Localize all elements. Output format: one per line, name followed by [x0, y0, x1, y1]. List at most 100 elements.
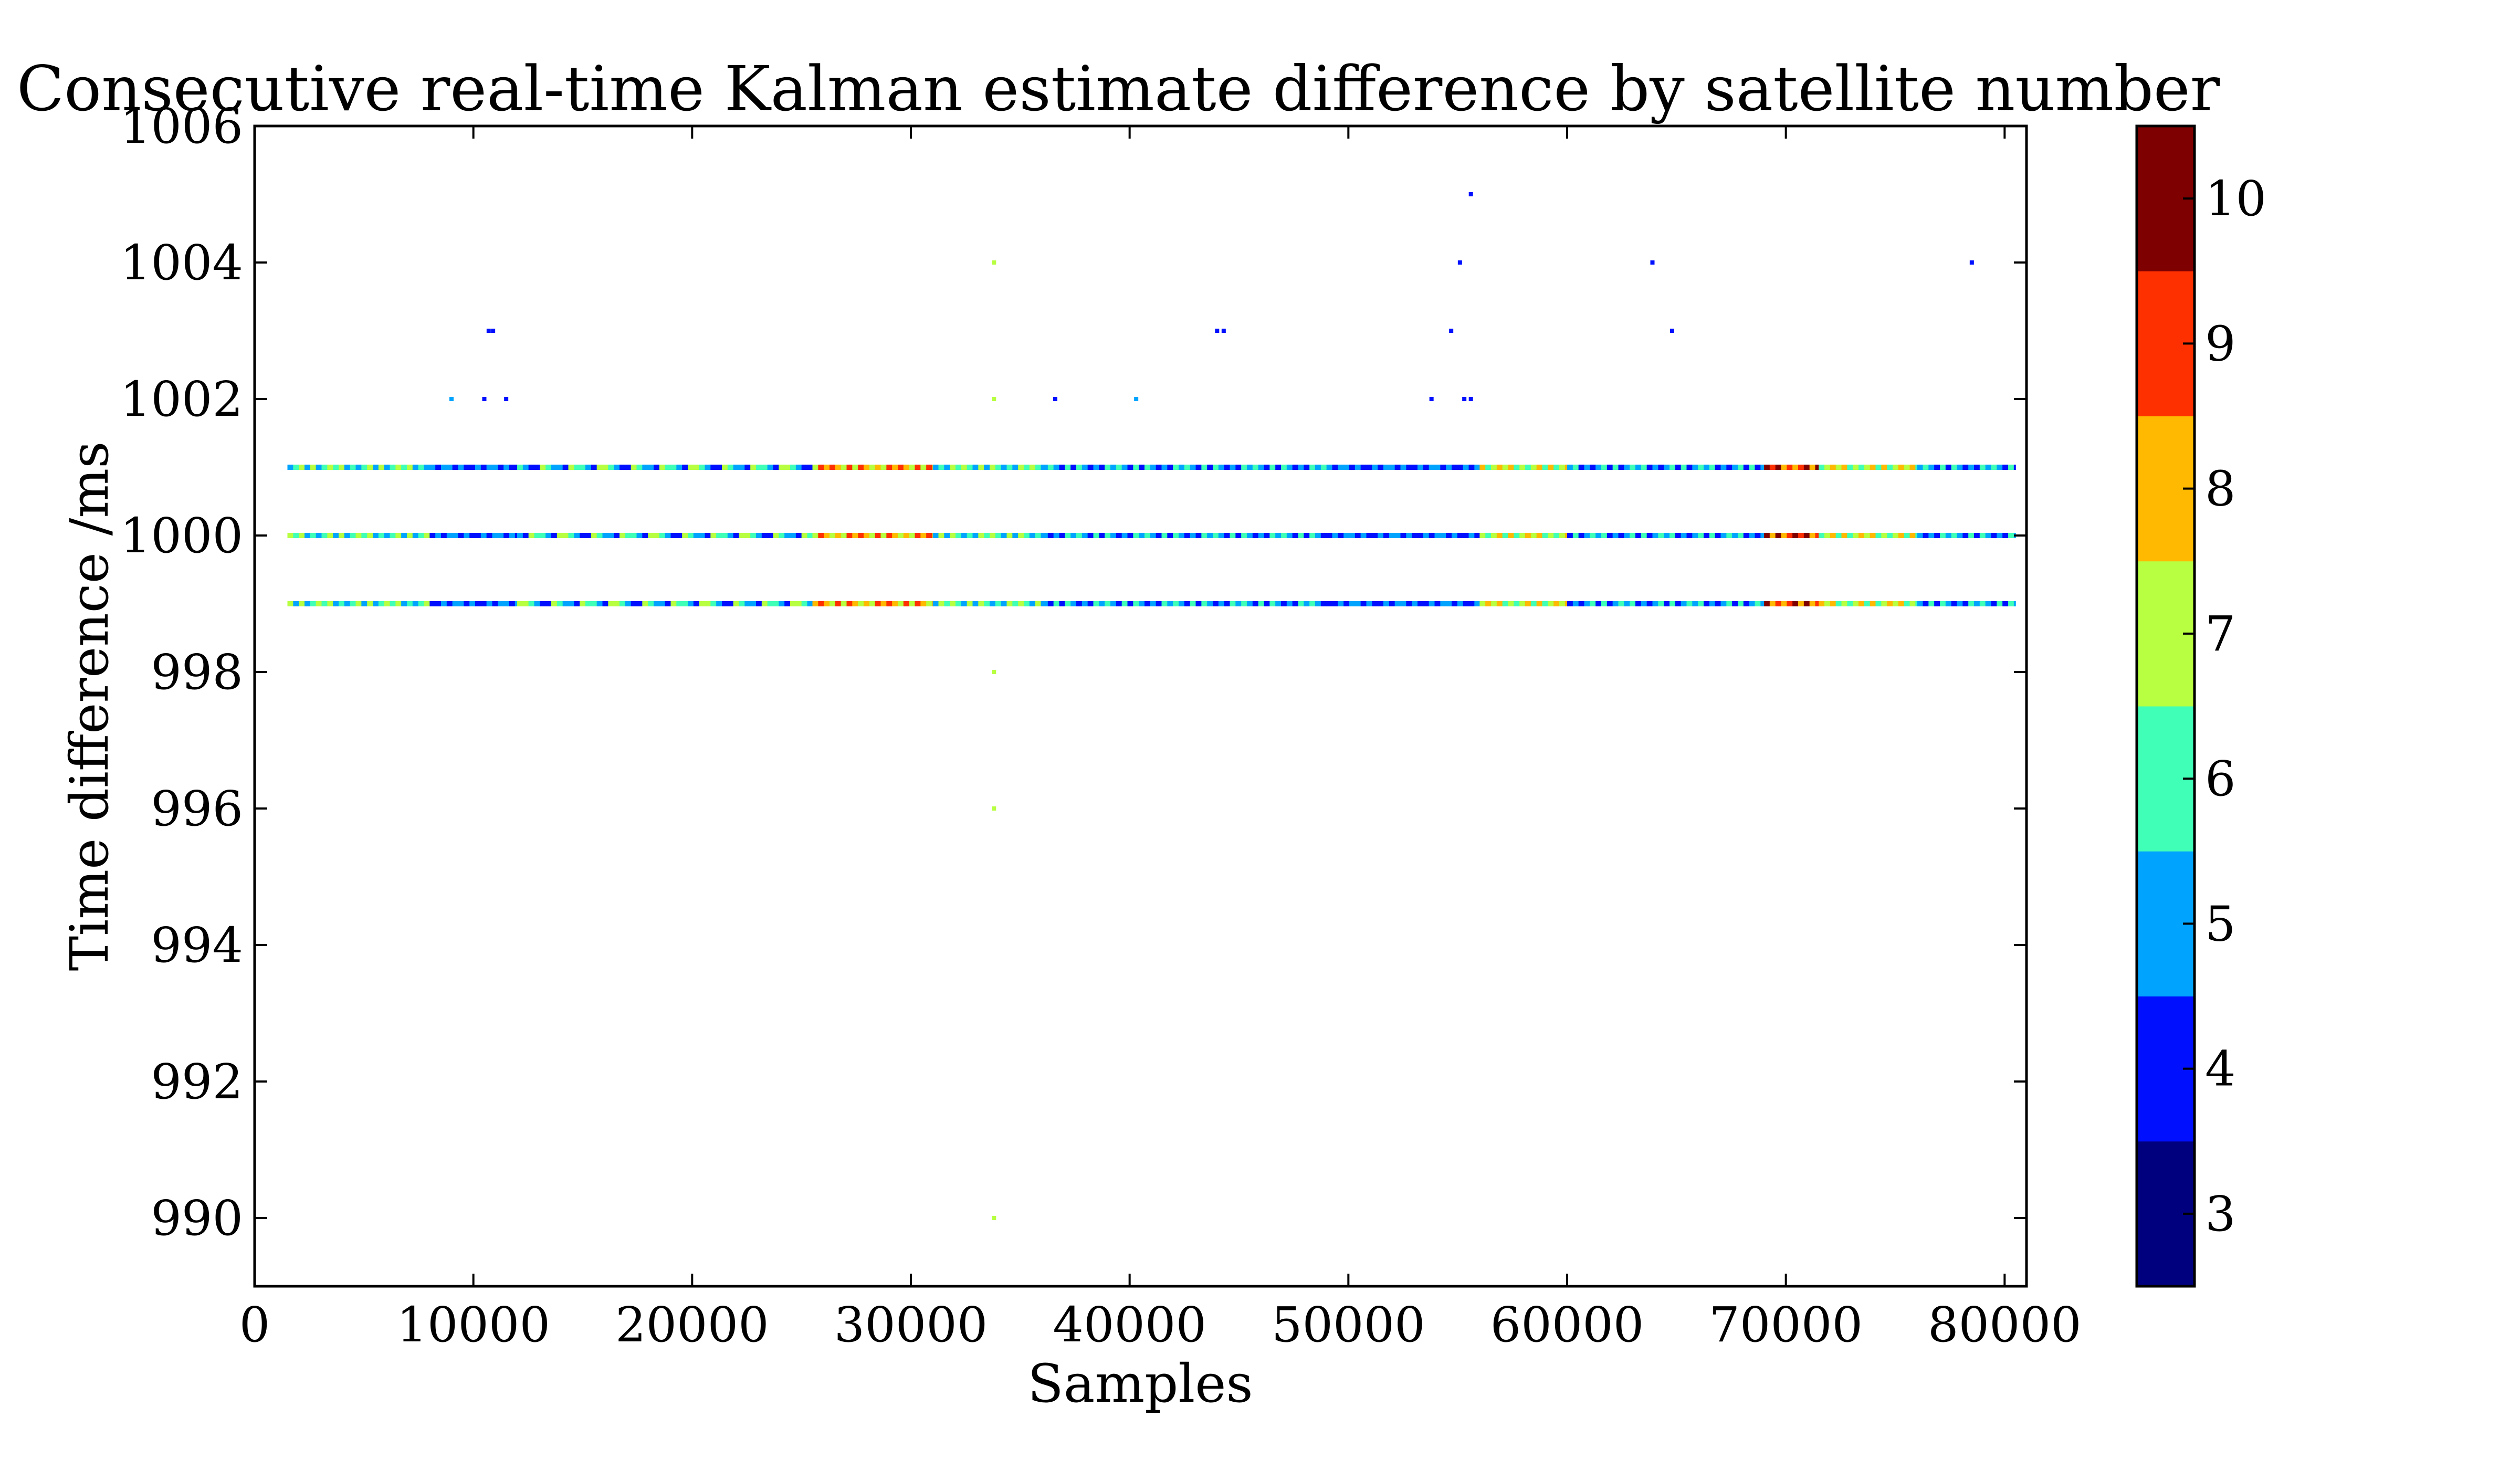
data-point — [1601, 465, 1608, 470]
data-point — [517, 465, 523, 470]
data-point — [1127, 465, 1133, 470]
data-point — [568, 533, 574, 538]
data-point — [614, 533, 620, 538]
data-point — [1457, 260, 1462, 265]
data-point — [1809, 533, 1816, 538]
data-point — [892, 601, 898, 606]
data-point — [1664, 601, 1670, 606]
data-point — [665, 465, 671, 470]
data-point — [401, 465, 407, 470]
data-point — [401, 601, 407, 606]
data-point — [1934, 533, 1940, 538]
data-point — [978, 465, 984, 470]
data-point — [1525, 465, 1531, 470]
data-point — [1139, 601, 1145, 606]
data-point — [956, 601, 962, 606]
data-point — [1726, 601, 1732, 606]
data-point — [620, 601, 626, 606]
data-point — [1087, 533, 1094, 538]
data-point — [1542, 601, 1548, 606]
data-point — [990, 601, 996, 606]
data-point — [1968, 601, 1975, 606]
data-point — [1252, 533, 1259, 538]
data-point — [407, 465, 413, 470]
data-point — [790, 601, 796, 606]
data-point — [1241, 465, 1247, 470]
data-point — [491, 329, 496, 333]
data-point — [1418, 533, 1424, 538]
x-tick-label: 40000 — [1053, 1297, 1206, 1353]
data-point — [458, 465, 464, 470]
data-point — [556, 601, 563, 606]
plot-frame — [253, 124, 2028, 1288]
data-point — [756, 465, 762, 470]
data-point — [1548, 533, 1554, 538]
data-point — [316, 601, 322, 606]
data-point — [1349, 601, 1356, 606]
data-point — [950, 533, 956, 538]
data-point — [395, 533, 402, 538]
colorbar-tick-label: 10 — [2205, 171, 2266, 227]
data-point — [464, 601, 470, 606]
data-point — [807, 601, 813, 606]
data-point — [1590, 601, 1596, 606]
data-point — [944, 601, 950, 606]
data-point — [574, 465, 580, 470]
data-point — [344, 533, 351, 538]
data-point — [1686, 533, 1693, 538]
data-point — [961, 601, 968, 606]
data-point — [1150, 601, 1157, 606]
data-point — [1292, 601, 1299, 606]
data-point — [1940, 533, 1946, 538]
data-point — [688, 533, 694, 538]
data-point — [1423, 533, 1430, 538]
data-point — [1018, 601, 1024, 606]
data-point — [1354, 533, 1361, 538]
data-point — [1434, 533, 1441, 538]
data-point — [1769, 465, 1776, 470]
data-point — [932, 465, 939, 470]
data-band-999 — [287, 601, 2016, 606]
data-point — [1006, 465, 1013, 470]
data-point — [807, 533, 813, 538]
data-point — [1434, 465, 1441, 470]
y-tick-label: 992 — [151, 1054, 243, 1110]
data-point — [1429, 397, 1434, 401]
data-point — [1485, 465, 1492, 470]
data-point — [1755, 533, 1761, 538]
data-point — [1991, 465, 1997, 470]
data-point — [875, 601, 881, 606]
data-point — [756, 601, 762, 606]
data-point — [1047, 533, 1054, 538]
data-point — [1258, 601, 1265, 606]
data-point — [540, 533, 546, 538]
data-point — [1738, 465, 1744, 470]
data-point — [2008, 465, 2014, 470]
data-point — [1332, 465, 1338, 470]
data-point — [1792, 465, 1799, 470]
data-point — [898, 601, 904, 606]
data-point — [1394, 533, 1401, 538]
data-point — [858, 533, 864, 538]
data-point — [435, 465, 442, 470]
data-point — [795, 533, 802, 538]
data-point — [1024, 465, 1030, 470]
data-point — [926, 601, 932, 606]
data-point — [1423, 465, 1430, 470]
data-point — [528, 533, 535, 538]
data-point — [950, 465, 956, 470]
data-point — [310, 601, 317, 606]
data-point — [1815, 533, 1819, 538]
data-point — [514, 465, 518, 470]
data-point — [841, 465, 847, 470]
data-point — [1612, 465, 1619, 470]
data-point — [773, 601, 779, 606]
data-point — [1042, 533, 1048, 538]
data-point — [795, 465, 802, 470]
data-point — [903, 533, 910, 538]
data-point — [1974, 465, 1980, 470]
data-point — [1681, 601, 1687, 606]
data-point — [1606, 601, 1613, 606]
data-point — [1875, 601, 1882, 606]
data-point — [1047, 601, 1054, 606]
